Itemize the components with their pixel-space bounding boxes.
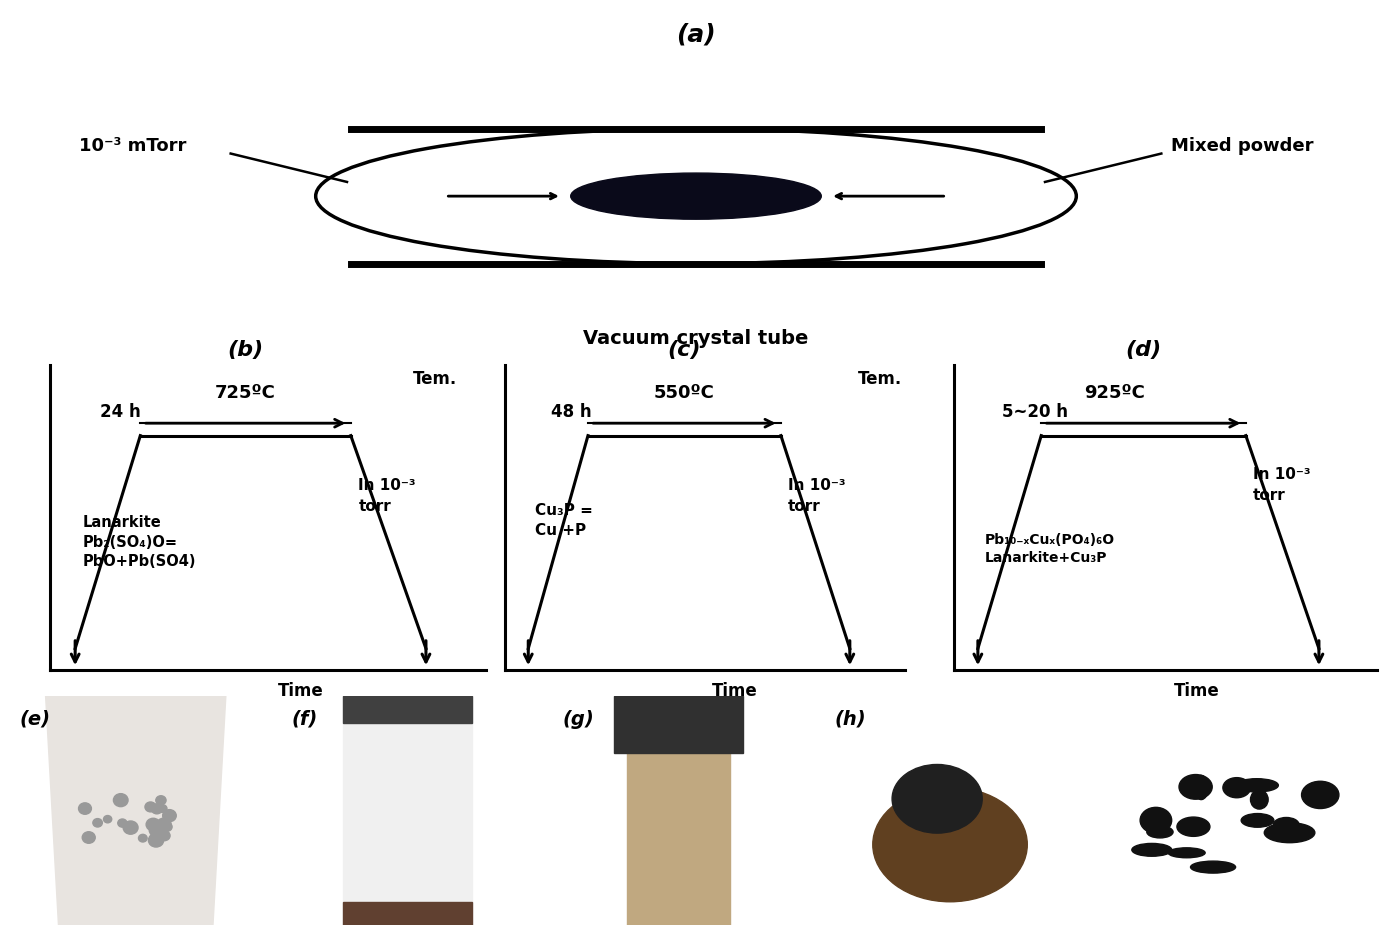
Ellipse shape <box>1242 814 1274 828</box>
Text: In 10⁻³
torr: In 10⁻³ torr <box>788 478 845 514</box>
Ellipse shape <box>1132 843 1172 856</box>
Ellipse shape <box>1190 861 1236 873</box>
Text: (i): (i) <box>1107 710 1132 729</box>
Circle shape <box>161 823 173 831</box>
Text: Cu₃P =
Cu +P: Cu₃P = Cu +P <box>535 503 593 538</box>
Circle shape <box>146 818 160 831</box>
Text: Tem.: Tem. <box>857 370 902 388</box>
Text: Time: Time <box>1175 682 1219 700</box>
Circle shape <box>118 819 127 828</box>
Text: (h): (h) <box>834 710 866 729</box>
Text: (g): (g) <box>562 710 594 729</box>
Ellipse shape <box>1235 779 1278 792</box>
Circle shape <box>156 796 166 805</box>
Text: (f): (f) <box>291 710 317 729</box>
Text: Tem.: Tem. <box>413 370 457 388</box>
Polygon shape <box>46 696 226 925</box>
Text: 48 h: 48 h <box>551 403 592 421</box>
Circle shape <box>163 810 177 822</box>
Ellipse shape <box>1140 807 1172 833</box>
Polygon shape <box>626 696 731 925</box>
Circle shape <box>159 830 170 841</box>
Circle shape <box>149 824 163 837</box>
Text: (c): (c) <box>668 340 702 360</box>
Ellipse shape <box>1302 781 1339 809</box>
Ellipse shape <box>892 764 983 833</box>
Text: Vacuum crystal tube: Vacuum crystal tube <box>583 329 809 347</box>
Circle shape <box>93 818 103 827</box>
Ellipse shape <box>873 787 1027 902</box>
Text: (a): (a) <box>677 22 715 46</box>
Text: (b): (b) <box>227 340 263 360</box>
Ellipse shape <box>316 129 1076 263</box>
Text: 725ºC: 725ºC <box>216 384 276 402</box>
Circle shape <box>103 815 111 823</box>
Text: (e): (e) <box>19 710 52 729</box>
Text: Time: Time <box>713 682 757 700</box>
Text: 5~20 h: 5~20 h <box>1002 403 1068 421</box>
Circle shape <box>149 833 164 847</box>
Ellipse shape <box>1147 826 1173 838</box>
Circle shape <box>150 834 159 842</box>
Ellipse shape <box>1250 790 1268 809</box>
Circle shape <box>122 821 138 834</box>
Text: Mixed powder: Mixed powder <box>1171 137 1314 155</box>
Ellipse shape <box>1274 817 1299 832</box>
Circle shape <box>145 802 156 812</box>
Text: Pb₁₀₋ₓCuₓ(PO₄)₆O
Lanarkite+Cu₃P: Pb₁₀₋ₓCuₓ(PO₄)₆O Lanarkite+Cu₃P <box>986 533 1115 565</box>
Ellipse shape <box>571 173 821 219</box>
Text: (d): (d) <box>1126 340 1161 360</box>
Ellipse shape <box>1179 774 1212 800</box>
Text: Time: Time <box>278 682 323 700</box>
Ellipse shape <box>1168 848 1205 857</box>
Text: In 10⁻³
torr: In 10⁻³ torr <box>358 478 416 514</box>
Circle shape <box>157 818 171 831</box>
Circle shape <box>78 803 92 814</box>
Ellipse shape <box>1264 823 1315 842</box>
Ellipse shape <box>1194 775 1208 800</box>
Circle shape <box>159 805 167 813</box>
Text: 925ºC: 925ºC <box>1084 384 1144 402</box>
Ellipse shape <box>1178 817 1210 836</box>
Text: In 10⁻³
torr: In 10⁻³ torr <box>1253 467 1311 503</box>
Circle shape <box>138 834 148 842</box>
Circle shape <box>152 804 163 814</box>
Polygon shape <box>342 696 472 723</box>
Text: 10⁻³ mTorr: 10⁻³ mTorr <box>78 137 187 155</box>
Text: 24 h: 24 h <box>100 403 141 421</box>
Polygon shape <box>342 902 472 925</box>
Polygon shape <box>614 696 743 753</box>
Ellipse shape <box>1224 778 1250 798</box>
Circle shape <box>82 832 95 843</box>
Text: Lanarkite
Pb₂(SO₄)O=
PbO+Pb(SO4): Lanarkite Pb₂(SO₄)O= PbO+Pb(SO4) <box>82 515 196 570</box>
Polygon shape <box>342 696 472 925</box>
Text: 550ºC: 550ºC <box>654 384 715 402</box>
Circle shape <box>113 794 128 807</box>
